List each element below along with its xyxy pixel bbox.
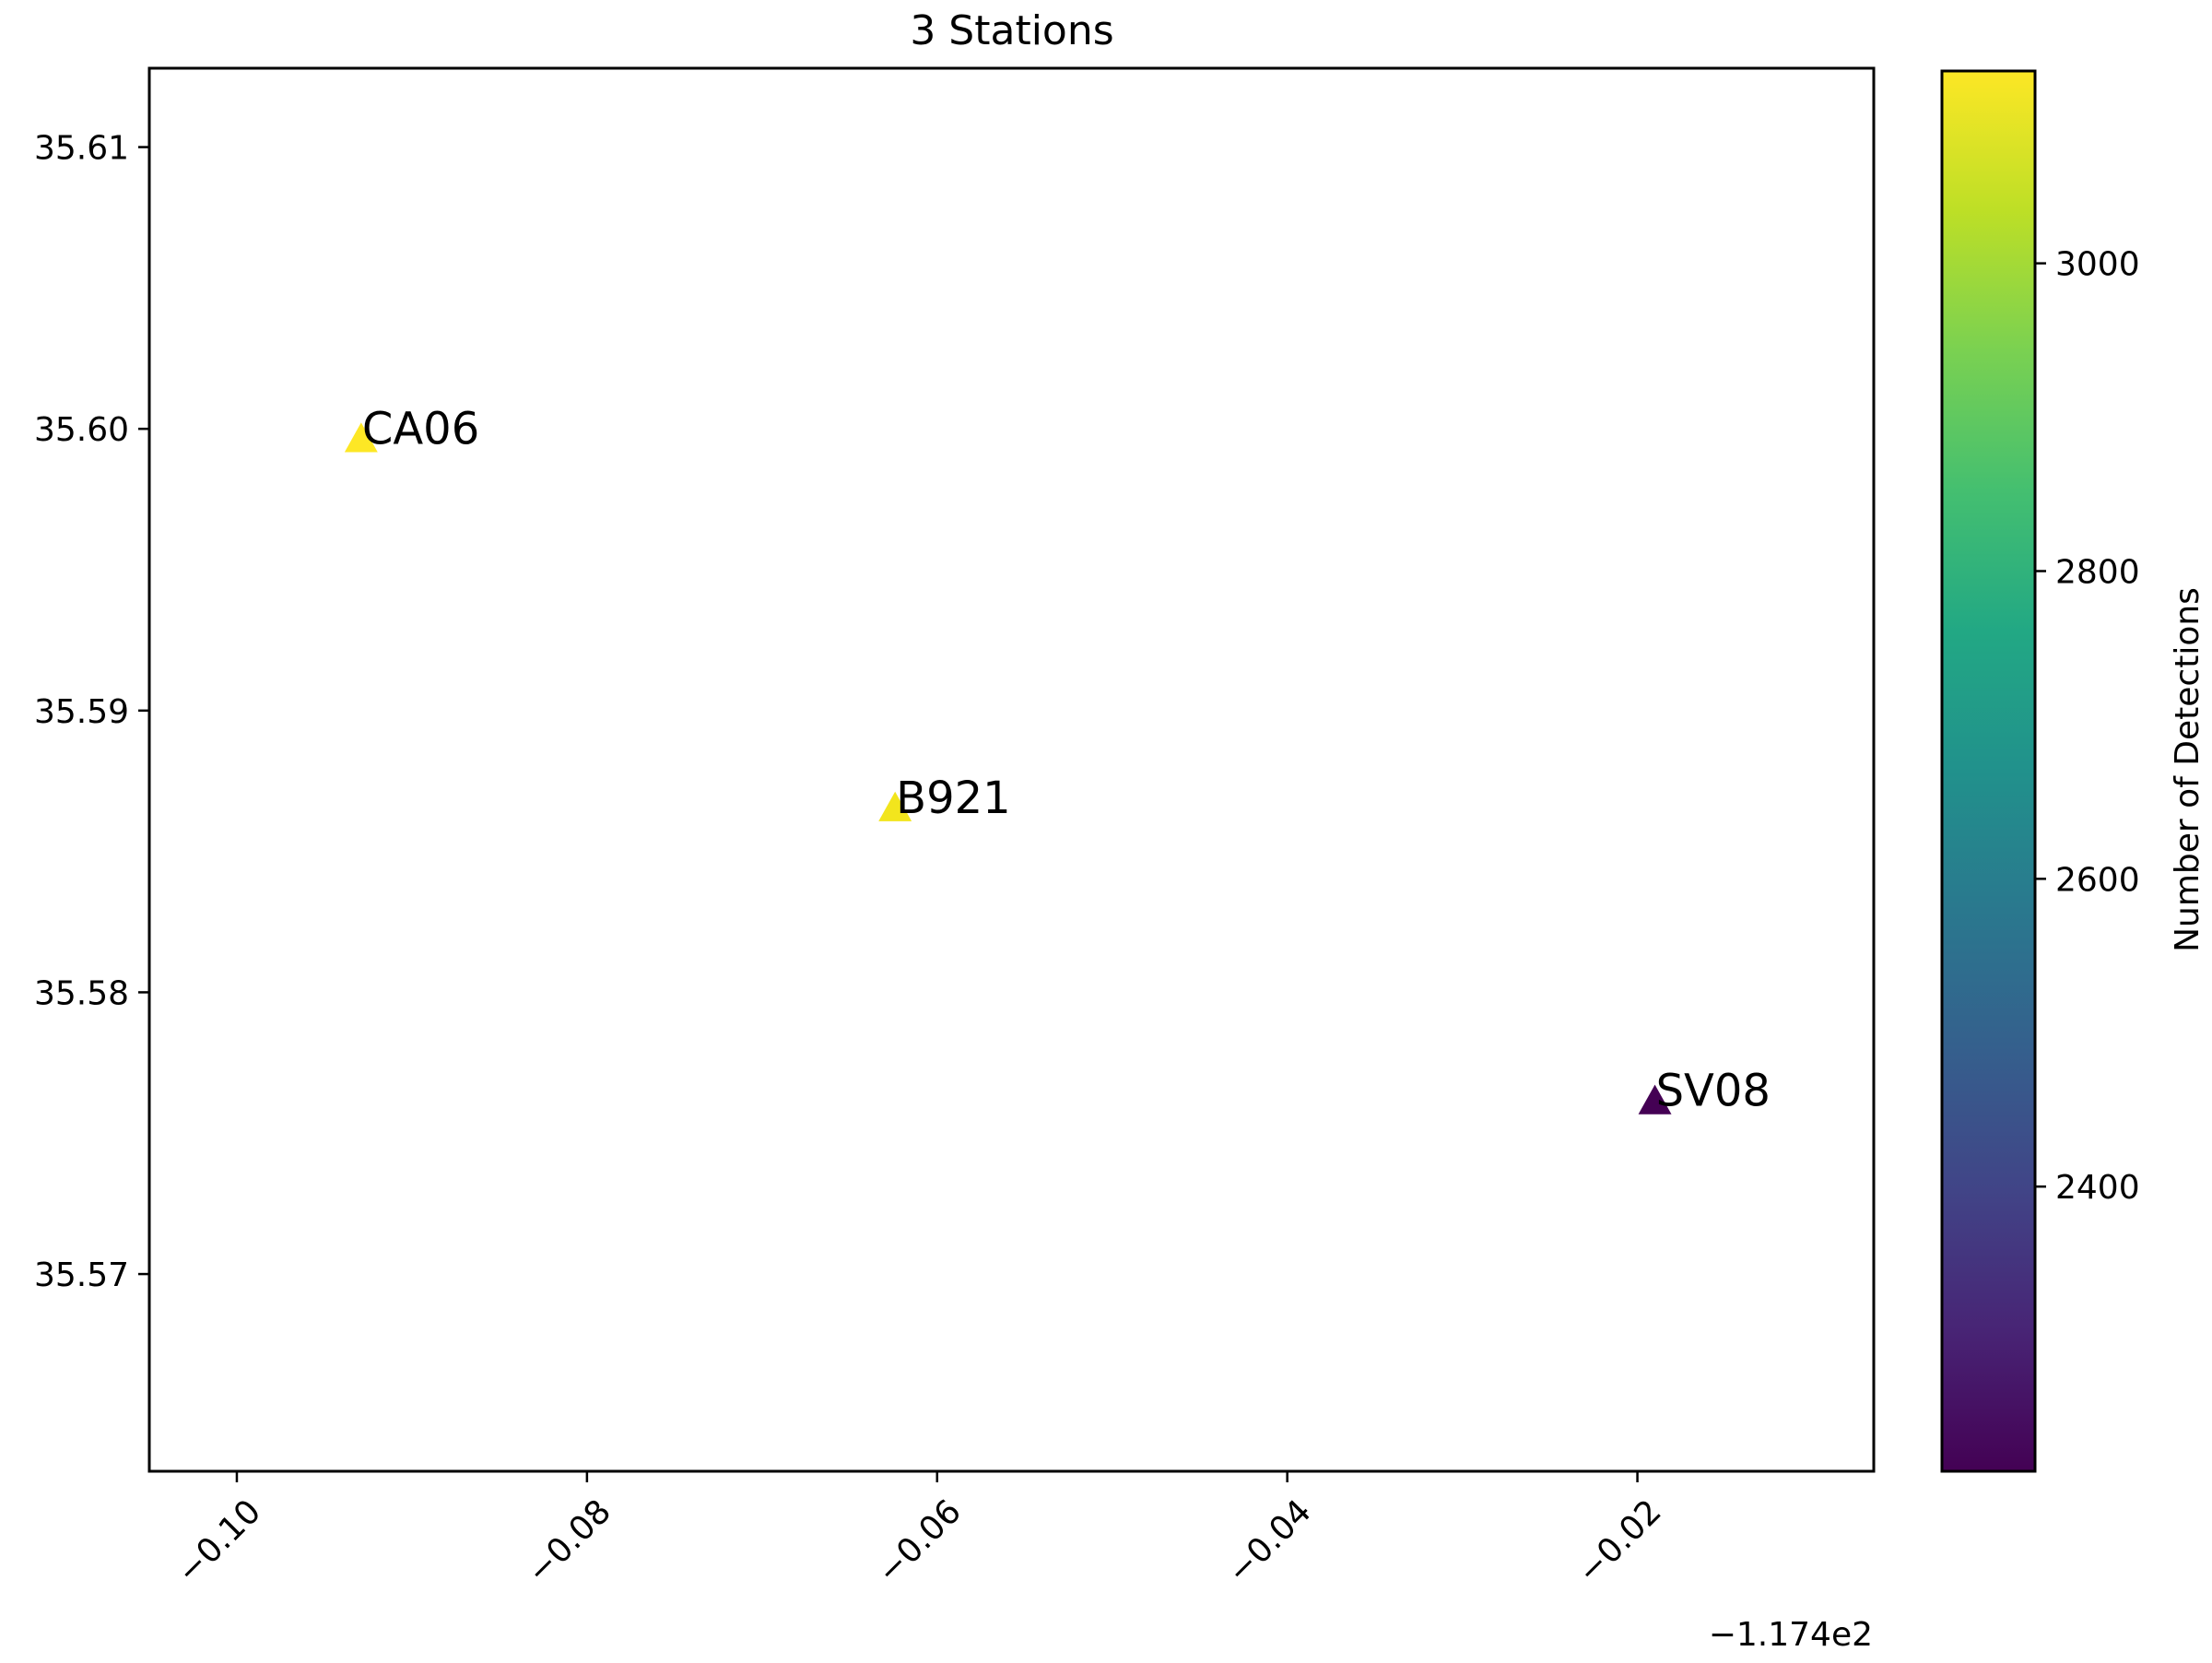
x-offset-label: −1.174e2 xyxy=(1709,1616,1873,1654)
chart-title: 3 Stations xyxy=(910,7,1113,54)
y-tick-label: 35.60 xyxy=(34,411,129,449)
colorbar-gradient xyxy=(1940,69,2037,1473)
y-tick-label: 35.59 xyxy=(34,693,129,731)
y-tick-label: 35.61 xyxy=(34,130,129,168)
colorbar-tick-label: 2400 xyxy=(2055,1169,2140,1207)
x-tick-label: −0.02 xyxy=(1571,1492,1669,1591)
station-labels: CA06 B921 SV08 xyxy=(362,403,1771,1116)
x-tick-label: −0.10 xyxy=(170,1492,268,1591)
x-axis: −0.10 −0.08 −0.06 −0.04 −0.02 xyxy=(170,1471,1669,1591)
colorbar-tick-label: 3000 xyxy=(2055,246,2140,284)
x-tick-label: −0.06 xyxy=(870,1492,969,1591)
colorbar-tick-label: 2600 xyxy=(2055,861,2140,899)
y-tick-label: 35.58 xyxy=(34,974,129,1012)
colorbar-label: Number of Detections xyxy=(2169,587,2206,952)
station-label-sv08: SV08 xyxy=(1656,1066,1771,1117)
plot-frame xyxy=(147,66,1876,1473)
station-markers xyxy=(344,422,1672,1115)
x-tick-label: −0.04 xyxy=(1220,1492,1319,1591)
station-label-ca06: CA06 xyxy=(362,403,479,454)
x-tick-label: −0.08 xyxy=(520,1492,618,1591)
station-marker-ca06 xyxy=(344,422,378,453)
colorbar-ticks: 2400 2600 2800 3000 xyxy=(2035,246,2140,1207)
station-marker-b921 xyxy=(878,791,912,821)
colorbar xyxy=(1940,69,2037,1473)
y-tick-label: 35.57 xyxy=(34,1256,129,1294)
colorbar-tick-label: 2800 xyxy=(2055,554,2140,592)
plot-area xyxy=(147,66,1876,1473)
y-axis: 35.57 35.58 35.59 35.60 35.61 xyxy=(34,130,149,1294)
station-marker-sv08 xyxy=(1638,1084,1672,1115)
station-label-b921: B921 xyxy=(896,773,1011,824)
